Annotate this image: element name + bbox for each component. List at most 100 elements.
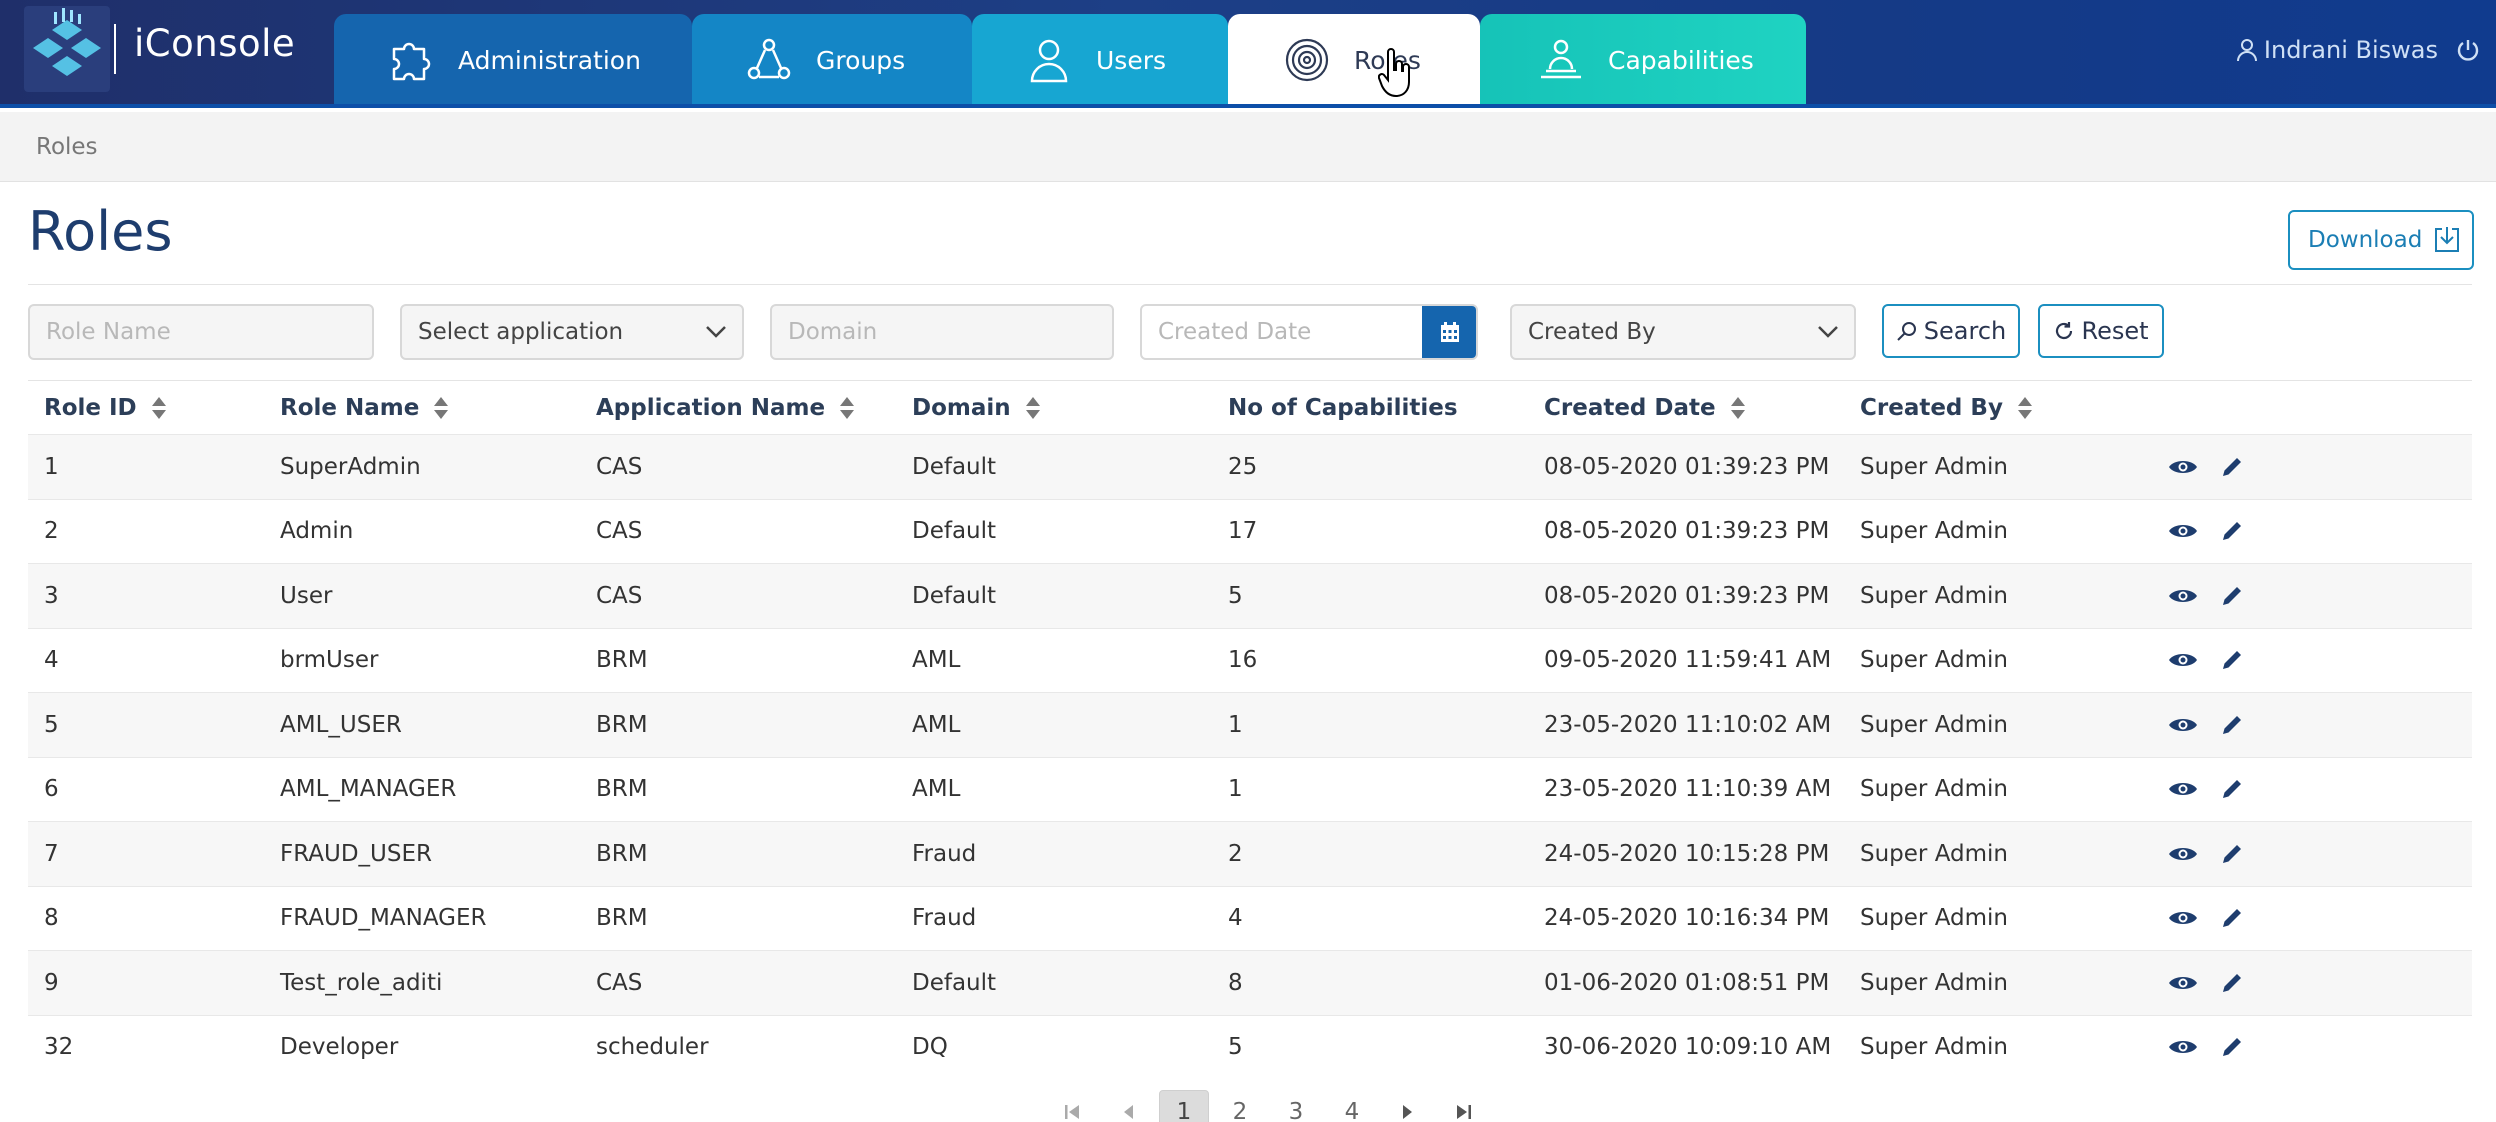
tab-groups[interactable]: Groups [692, 14, 972, 106]
view-icon[interactable] [2168, 457, 2198, 477]
page-1[interactable]: 1 [1159, 1090, 1209, 1122]
view-icon[interactable] [2168, 586, 2198, 606]
calendar-button[interactable] [1422, 306, 1476, 358]
created-date-cell: 30-06-2020 10:09:10 AM [1544, 1034, 1832, 1061]
download-button[interactable]: Download [2288, 210, 2474, 270]
column-header-role-name[interactable]: Role Name [264, 395, 580, 421]
search-button[interactable]: Search [1882, 304, 2020, 358]
capabilities-count-cell: 16 [1228, 647, 1258, 674]
role-name-filter[interactable] [28, 304, 374, 360]
created-by-cell: Super Admin [1860, 905, 2008, 932]
view-icon[interactable] [2168, 844, 2198, 864]
last-page-button[interactable] [1436, 1090, 1492, 1122]
column-header-domain[interactable]: Domain [896, 395, 1212, 421]
breadcrumb-item-roles[interactable]: Roles [36, 133, 98, 160]
view-icon[interactable] [2168, 779, 2198, 799]
edit-icon[interactable] [2220, 842, 2244, 866]
tab-label: Capabilities [1608, 45, 1754, 75]
download-icon [2435, 227, 2460, 252]
application-select[interactable]: Select application [400, 304, 744, 360]
role-id-cell: 1 [44, 453, 59, 480]
view-icon[interactable] [2168, 908, 2198, 928]
reset-button[interactable]: Reset [2038, 304, 2164, 358]
column-header-created-by[interactable]: Created By [1844, 395, 2160, 421]
capabilities-count-cell: 4 [1228, 905, 1243, 932]
user-menu[interactable]: Indrani Biswas [2236, 36, 2486, 64]
chevron-down-icon [706, 326, 726, 338]
tab-administration[interactable]: Administration [334, 14, 692, 106]
edit-icon[interactable] [2220, 648, 2244, 672]
created-date-input[interactable] [1158, 319, 1422, 345]
next-page-button[interactable] [1380, 1090, 1436, 1122]
domain-input[interactable] [788, 319, 1112, 345]
table-row: 3 User CAS Default 5 08-05-2020 01:39:23 PM Su… [28, 563, 2472, 628]
page-4[interactable]: 4 [1344, 1099, 1360, 1122]
created-date-filter[interactable] [1140, 304, 1478, 360]
column-header-role-id[interactable]: Role ID [28, 395, 264, 421]
table-header: Role ID Role Name Application Name Domai… [28, 382, 2472, 434]
edit-icon[interactable] [2220, 777, 2244, 801]
roles-table: Role ID Role Name Application Name Domai… [28, 382, 2472, 1079]
application-name-cell: BRM [596, 776, 648, 803]
divider [28, 284, 2472, 285]
previous-page-icon [1124, 1105, 1133, 1119]
capabilities-count-cell: 5 [1228, 582, 1243, 609]
edit-icon[interactable] [2220, 519, 2244, 543]
row-actions [2160, 584, 2360, 608]
row-actions [2160, 906, 2360, 930]
column-header-application-name[interactable]: Application Name [580, 395, 896, 421]
role-id-cell: 6 [44, 776, 59, 803]
created-by-cell: Super Admin [1860, 518, 2008, 545]
view-icon[interactable] [2168, 650, 2198, 670]
view-icon[interactable] [2168, 521, 2198, 541]
chevron-down-icon [1818, 326, 1838, 338]
edit-icon[interactable] [2220, 971, 2244, 995]
domain-cell: Default [912, 453, 997, 480]
page-3[interactable]: 3 [1288, 1099, 1304, 1122]
created-date-cell: 09-05-2020 11:59:41 AM [1544, 647, 1832, 674]
row-actions [2160, 1035, 2360, 1059]
edit-icon[interactable] [2220, 584, 2244, 608]
view-icon[interactable] [2168, 1037, 2198, 1057]
role-name-input[interactable] [46, 319, 372, 345]
application-name-cell: BRM [596, 905, 648, 932]
column-header-created-date[interactable]: Created Date [1528, 395, 1844, 421]
tab-roles[interactable]: Roles [1228, 14, 1480, 106]
domain-cell: AML [912, 647, 961, 674]
view-icon[interactable] [2168, 715, 2198, 735]
edit-icon[interactable] [2220, 906, 2244, 930]
edit-icon[interactable] [2220, 713, 2244, 737]
tab-label: Administration [458, 45, 641, 75]
created-by-select[interactable]: Created By [1510, 304, 1856, 360]
role-name-cell: SuperAdmin [280, 453, 421, 480]
created-date-cell: 24-05-2020 10:16:34 PM [1544, 905, 1830, 932]
table-row: 1 SuperAdmin CAS Default 25 08-05-2020 01:39:… [28, 434, 2472, 499]
created-date-cell: 24-05-2020 10:15:28 PM [1544, 840, 1830, 867]
tab-capabilities[interactable]: Capabilities [1480, 14, 1806, 106]
role-id-cell: 8 [44, 905, 59, 932]
created-by-select-value: Created By [1528, 319, 1656, 345]
breadcrumb: Roles [0, 112, 2496, 182]
previous-page-button[interactable] [1100, 1090, 1156, 1122]
first-page-button[interactable] [1044, 1090, 1100, 1122]
edit-icon[interactable] [2220, 455, 2244, 479]
divider [28, 380, 2472, 381]
view-icon[interactable] [2168, 973, 2198, 993]
role-name-cell: Test_role_aditi [280, 969, 443, 996]
domain-filter[interactable] [770, 304, 1114, 360]
sort-icon [2017, 397, 2032, 419]
power-icon[interactable] [2456, 38, 2480, 62]
tab-users[interactable]: Users [972, 14, 1228, 106]
page-2[interactable]: 2 [1232, 1099, 1248, 1122]
role-id-cell: 5 [44, 711, 59, 738]
application-name-cell: CAS [596, 453, 643, 480]
created-by-cell: Super Admin [1860, 582, 2008, 609]
search-label: Search [1923, 317, 2007, 345]
role-id-cell: 4 [44, 647, 59, 674]
created-date-cell: 08-05-2020 01:39:23 PM [1544, 582, 1830, 609]
created-by-cell: Super Admin [1860, 647, 2008, 674]
pagination: 1 2 3 4 [1044, 1090, 1492, 1122]
tab-label: Users [1096, 45, 1167, 75]
edit-icon[interactable] [2220, 1035, 2244, 1059]
app-logo[interactable] [24, 6, 110, 92]
